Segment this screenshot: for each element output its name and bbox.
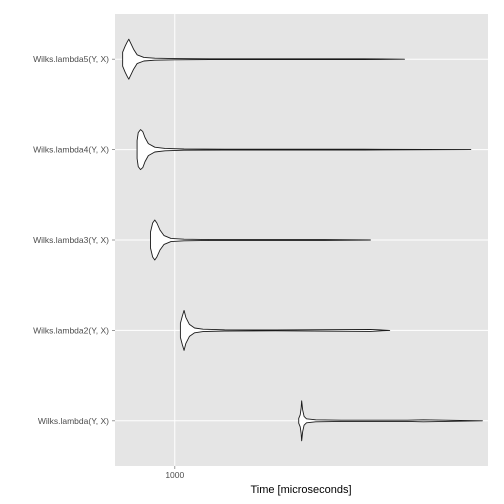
y-axis: Wilks.lambda5(Y, X) Wilks.lambda4(Y, X) Wi… (33, 54, 115, 426)
y-tick-label: Wilks.lambda4(Y, X) (33, 145, 109, 155)
y-tick-label: Wilks.lambda3(Y, X) (33, 235, 109, 245)
y-tick-label: Wilks.lambda(Y, X) (38, 416, 109, 426)
y-tick-label: Wilks.lambda2(Y, X) (33, 325, 109, 335)
x-axis-title: Time [microseconds] (250, 484, 351, 496)
x-tick-label: 1000 (165, 470, 184, 480)
x-axis: 1000 (165, 466, 184, 480)
y-tick-label: Wilks.lambda5(Y, X) (33, 54, 109, 64)
